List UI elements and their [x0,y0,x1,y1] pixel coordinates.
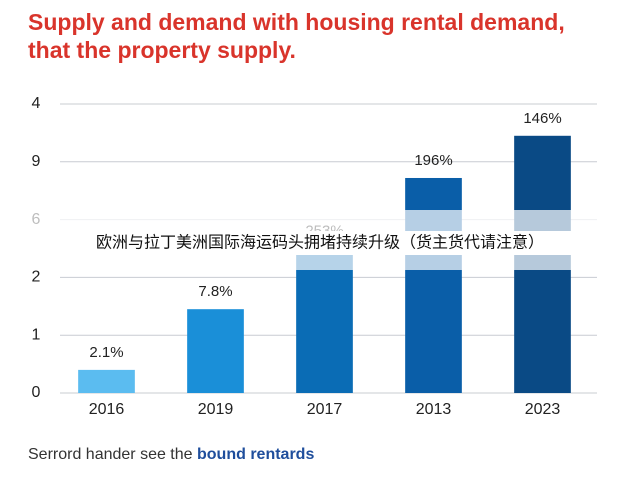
chart: 01269420162.1%20197.8%2017253%2013196%20… [30,95,610,419]
footer-emphasis: bound rentards [197,446,315,463]
chart-title: Supply and demand with housing rental de… [28,9,565,63]
value-label: 146% [523,110,561,127]
bar [187,309,244,393]
x-tick-label: 2023 [525,401,561,418]
value-label: 7.8% [198,283,232,300]
bar [296,248,353,393]
x-tick-label: 2019 [198,401,234,418]
value-label: 196% [414,152,452,169]
bar [78,369,135,393]
x-tick-label: 2017 [307,401,343,418]
x-tick-label: 2013 [416,401,452,418]
overlay-text: 欧洲与拉丁美洲国际海运码头拥堵持续升级（货主货代请注意） [96,233,544,252]
value-label: 2.1% [89,344,123,361]
y-tick-label: 1 [32,326,41,343]
overlay-text-bg [30,231,610,255]
footer: Serrord hander see the bound rentards [28,446,314,464]
y-tick-label: 4 [32,95,41,112]
y-tick-label: 9 [32,153,41,170]
x-tick-label: 2016 [89,401,125,418]
y-tick-label: 0 [32,384,41,401]
footer-text: Serrord hander see the [28,446,193,463]
y-tick-label: 2 [32,269,41,286]
